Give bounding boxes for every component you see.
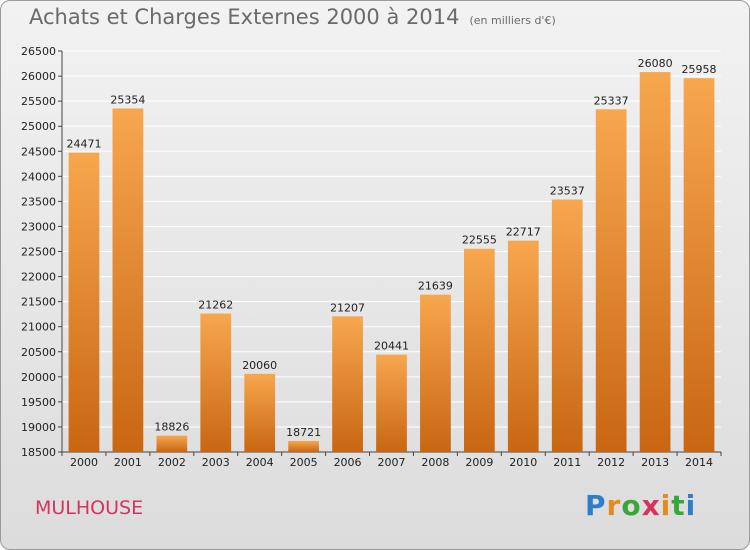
bar — [463, 248, 495, 452]
y-tick-label: 19000 — [21, 421, 56, 434]
y-tick-label: 21500 — [21, 296, 56, 309]
y-tick-label: 26500 — [21, 45, 56, 58]
data-labels: 24471 25354 18826 21262 20060 18721 21207 20441… — [66, 57, 716, 439]
bar — [551, 199, 583, 452]
proxiti-logo[interactable]: Proxiti — [585, 489, 697, 522]
bar — [639, 72, 671, 453]
bar — [507, 240, 539, 452]
bar — [376, 354, 407, 452]
data-label: 20060 — [242, 359, 277, 372]
bar — [112, 108, 144, 453]
data-label: 18826 — [154, 421, 189, 434]
y-tick-label: 21000 — [21, 321, 56, 334]
data-label: 21639 — [418, 280, 453, 293]
data-label: 24471 — [66, 138, 101, 151]
data-label: 25958 — [682, 63, 717, 76]
y-tick-label: 23500 — [21, 195, 56, 208]
data-label: 26080 — [638, 57, 673, 70]
city-name: MULHOUSE — [35, 497, 144, 519]
y-tick-label: 23000 — [21, 220, 56, 233]
data-label: 18721 — [286, 426, 321, 439]
y-tick-label: 19500 — [21, 396, 56, 409]
x-tick-label: 2012 — [597, 456, 625, 469]
x-tick-label: 2009 — [465, 456, 493, 469]
y-tick-label: 26000 — [21, 70, 56, 83]
x-tick-label: 2014 — [685, 456, 713, 469]
data-label: 23537 — [550, 185, 585, 198]
bar — [332, 316, 363, 452]
chart-subtitle: (en milliers d'€) — [469, 14, 556, 27]
y-tick-label: 25500 — [21, 95, 56, 108]
data-label: 22555 — [462, 234, 497, 247]
x-tick-label: 2010 — [509, 456, 537, 469]
bar — [595, 109, 627, 452]
bar — [244, 373, 276, 452]
x-tick-label: 2006 — [334, 456, 362, 469]
data-label: 25337 — [594, 94, 629, 107]
bar — [683, 78, 715, 452]
x-tick-label: 2013 — [641, 456, 669, 469]
data-label: 22717 — [506, 226, 541, 239]
x-tick-label: 2005 — [290, 456, 318, 469]
y-tick-label: 25000 — [21, 120, 56, 133]
y-tick-label: 20000 — [21, 371, 56, 384]
data-label: 20441 — [374, 340, 409, 353]
x-tick-label: 2004 — [246, 456, 274, 469]
y-tick-label: 24500 — [21, 145, 56, 158]
bar — [200, 313, 232, 452]
data-label: 21262 — [198, 299, 233, 312]
x-tick-label: 2001 — [114, 456, 142, 469]
chart-title-text: Achats et Charges Externes 2000 à 2014 — [29, 5, 460, 29]
x-tick-label: 2007 — [378, 456, 406, 469]
x-tick-label: 2003 — [202, 456, 230, 469]
bar — [288, 440, 320, 452]
bar — [420, 294, 451, 452]
x-tick-label: 2002 — [158, 456, 186, 469]
x-tick-label: 2000 — [70, 456, 98, 469]
y-tick-label: 20500 — [21, 346, 56, 359]
y-tick-label: 22000 — [21, 271, 56, 284]
bar — [156, 435, 188, 452]
y-tick-label: 22500 — [21, 246, 56, 259]
bars — [68, 72, 715, 453]
data-label: 25354 — [110, 93, 145, 106]
x-tick-label: 2008 — [421, 456, 449, 469]
chart-title: Achats et Charges Externes 2000 à 2014 (e… — [29, 5, 556, 29]
y-tick-label: 24000 — [21, 170, 56, 183]
x-tick-label: 2011 — [553, 456, 581, 469]
bar — [68, 152, 100, 453]
y-tick-label: 18500 — [21, 446, 56, 459]
data-label: 21207 — [330, 301, 365, 314]
